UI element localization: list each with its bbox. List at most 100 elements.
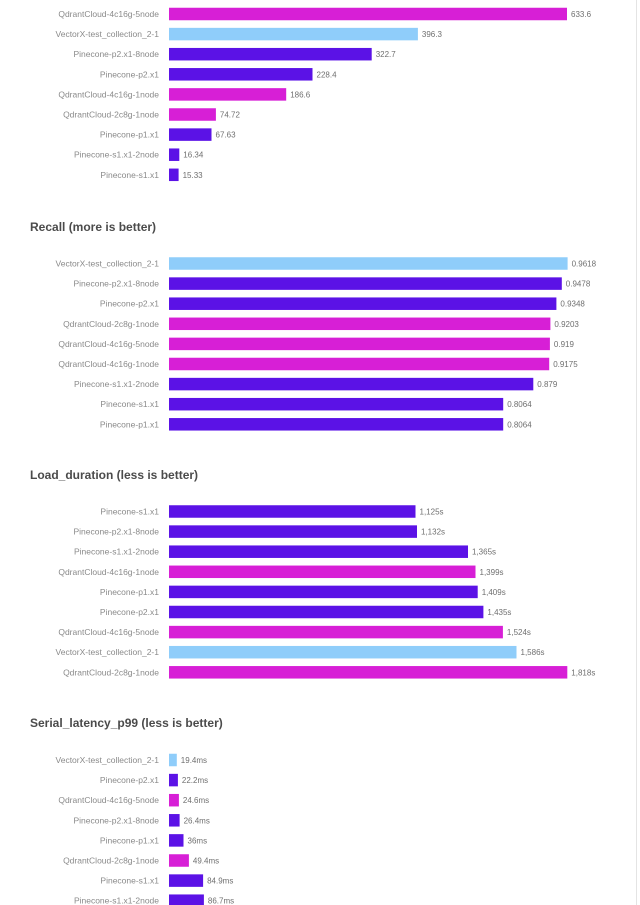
value-label: 1,409s	[482, 588, 506, 597]
category-label: Pinecone-p2.x1-8node	[73, 49, 159, 59]
value-label: 36ms	[188, 836, 208, 845]
value-label: 0.9203	[554, 320, 579, 329]
category-label: Pinecone-s1.x1	[100, 399, 159, 409]
value-label: 16.34	[183, 151, 204, 160]
value-label: 0.9478	[566, 280, 591, 289]
bar	[169, 793, 179, 807]
chart-title: Recall (more is better)	[30, 220, 156, 234]
value-label: 0.879	[537, 380, 558, 389]
bar	[169, 545, 468, 558]
value-label: 0.8064	[507, 420, 532, 429]
category-label: Pinecone-p2.x1-8node	[73, 815, 159, 825]
category-label: VectorX-test_collection_2-1	[56, 29, 160, 39]
value-label: 633.6	[571, 10, 592, 19]
bar	[169, 357, 550, 371]
bar	[169, 525, 417, 538]
value-label: 1,125s	[420, 508, 444, 517]
bar	[169, 625, 503, 639]
chart-title: Serial_latency_p99 (less is better)	[30, 716, 223, 730]
category-label: QdrantCloud-4c16g-5node	[58, 9, 159, 19]
value-label: 84.9ms	[207, 877, 233, 886]
value-label: 228.4	[317, 70, 338, 79]
value-label: 74.72	[220, 111, 241, 120]
value-label: 24.6ms	[183, 796, 209, 805]
category-label: Pinecone-p2.x1	[100, 299, 159, 309]
value-label: 0.8064	[507, 400, 532, 409]
value-label: 0.919	[554, 340, 575, 349]
category-label: QdrantCloud-4c16g-5node	[58, 795, 159, 805]
value-label: 15.33	[183, 171, 204, 180]
bar	[169, 108, 216, 121]
bar	[169, 168, 179, 182]
bar	[169, 68, 313, 81]
bar	[169, 753, 177, 767]
bar	[169, 666, 568, 679]
category-label: Pinecone-p2.x1	[100, 775, 159, 785]
value-label: 0.9618	[572, 260, 597, 269]
bar	[169, 773, 178, 787]
bar	[169, 88, 287, 101]
value-label: 1,524s	[507, 628, 531, 637]
category-label: QdrantCloud-2c8g-1node	[63, 110, 159, 120]
category-label: Pinecone-p2.x1	[100, 69, 159, 79]
bar	[169, 7, 567, 21]
bar	[169, 585, 478, 599]
value-label: 186.6	[290, 90, 311, 99]
chart-title: Load_duration (less is better)	[30, 468, 198, 482]
category-label: QdrantCloud-4c16g-1node	[58, 89, 159, 99]
category-label: Pinecone-p1.x1	[100, 587, 159, 597]
chart-1: QdrantCloud-4c16g-5node 633.6 VectorX-test…	[56, 7, 592, 182]
bar	[169, 814, 180, 827]
value-label: 0.9175	[553, 360, 578, 369]
bar	[169, 894, 204, 905]
category-label: QdrantCloud-4c16g-5node	[58, 339, 159, 349]
page-right-border	[636, 0, 637, 905]
category-label: VectorX-test_collection_2-1	[56, 755, 160, 765]
bar	[169, 257, 568, 270]
bar	[169, 277, 562, 290]
category-label: Pinecone-p1.x1	[100, 130, 159, 140]
category-label: Pinecone-s1.x1-2node	[74, 379, 159, 389]
bar	[169, 297, 557, 310]
category-label: Pinecone-p2.x1-8node	[73, 527, 159, 537]
value-label: 0.9348	[560, 300, 585, 309]
bar	[169, 565, 476, 579]
chart-3: Load_duration (less is better) Pinecone-s…	[30, 468, 595, 679]
bar	[169, 397, 504, 411]
category-label: Pinecone-s1.x1	[100, 507, 159, 517]
value-label: 1,365s	[472, 548, 496, 557]
category-label: Pinecone-s1.x1	[100, 876, 159, 886]
bar	[169, 317, 551, 331]
value-label: 22.2ms	[182, 776, 208, 785]
value-label: 1,132s	[421, 528, 445, 537]
category-label: QdrantCloud-4c16g-1node	[58, 359, 159, 369]
chart-4: Serial_latency_p99 (less is better) Vecto…	[30, 716, 234, 905]
value-label: 86.7ms	[208, 897, 234, 905]
value-label: 26.4ms	[184, 816, 210, 825]
value-label: 1,399s	[480, 568, 504, 577]
category-label: QdrantCloud-2c8g-1node	[63, 319, 159, 329]
category-label: Pinecone-p2.x1	[100, 607, 159, 617]
value-label: 1,586s	[521, 648, 545, 657]
value-label: 322.7	[376, 50, 397, 59]
category-label: QdrantCloud-4c16g-1node	[58, 567, 159, 577]
category-label: Pinecone-p1.x1	[100, 835, 159, 845]
bar	[169, 605, 484, 619]
category-label: QdrantCloud-2c8g-1node	[63, 856, 159, 866]
category-label: Pinecone-p1.x1	[100, 419, 159, 429]
value-label: 1,818s	[571, 668, 595, 677]
bar	[169, 377, 534, 391]
bar	[169, 834, 184, 847]
bar	[169, 148, 180, 161]
category-label: QdrantCloud-4c16g-5node	[58, 627, 159, 637]
value-label: 1,435s	[487, 608, 511, 617]
category-label: Pinecone-s1.x1-2node	[74, 896, 159, 905]
value-label: 67.63	[216, 131, 237, 140]
value-label: 396.3	[422, 30, 443, 39]
value-label: 49.4ms	[193, 857, 219, 866]
category-label: Pinecone-s1.x1-2node	[74, 547, 159, 557]
bar	[169, 854, 189, 867]
bar	[169, 337, 550, 351]
bar	[169, 47, 372, 61]
category-label: Pinecone-s1.x1-2node	[74, 150, 159, 160]
